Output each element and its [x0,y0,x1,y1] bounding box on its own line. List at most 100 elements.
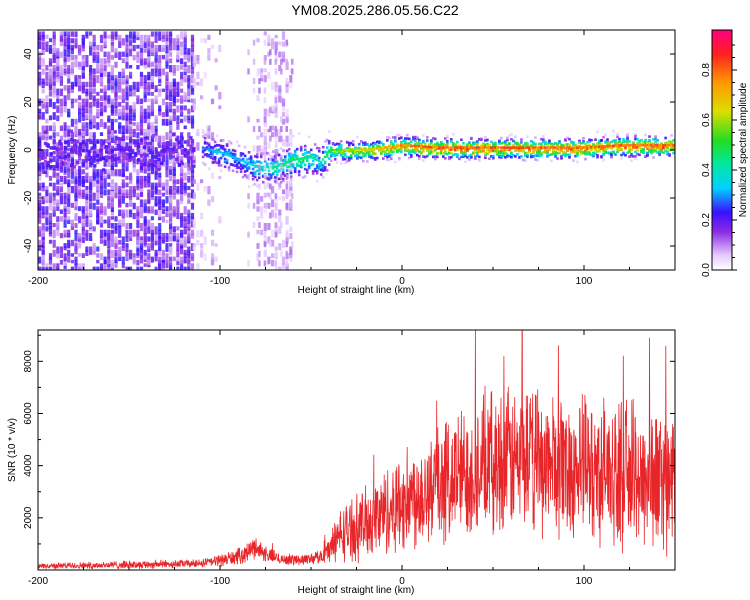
spectrogram-ridge-cell [299,162,303,165]
spectrogram-noise-cell [52,209,56,217]
spectrogram-ridge-cell [384,153,387,157]
spectrogram-ridge-cell [297,170,301,173]
spectrogram-noise-cell [150,41,154,48]
spectrogram-ridge-cell [512,154,515,157]
spectrogram-streak-cell [285,39,288,46]
colorbar-ticks: 0.00.20.40.60.8 [701,44,737,277]
spectrogram-streak-cell [291,68,294,75]
spectrogram-noise-cell [63,95,67,104]
spectrogram-noise-cell [52,199,56,206]
spectrogram-band-cell [84,142,88,147]
spectrogram-noise-cell [48,75,53,84]
spectrogram-noise-cell [150,31,154,37]
spectrogram-ridge-cell [628,140,631,143]
spectrogram-ridge-cell [564,151,567,155]
spectrogram-ridge-cell [374,157,377,160]
spectrogram-ridge-cell [305,158,309,161]
spectrogram-noise-cell [121,88,125,97]
spectrogram-band-cell [139,138,144,143]
spectrogram-noise-cell [48,219,53,224]
spectrogram-noise-cell [92,202,96,210]
spectrogram-ridge-cell [291,164,295,168]
spectrogram-noise-cell [81,219,85,227]
spectrogram-noise-cell [107,132,111,140]
spectrogram-ridge-core [317,159,321,162]
spectrogram-ridge-cell [582,136,585,140]
spectrogram-ridge-cell [329,147,333,150]
spectrogram-ridge-cell [622,138,625,141]
spectrogram-noise-cell [256,216,260,221]
spectrogram-noise-cell [154,34,158,43]
spectrogram-noise-cell [110,209,114,216]
spectrogram-ridge-cell [574,144,577,147]
spectrogram-ridge-core [666,144,669,147]
spectrogram-noise-cell [85,88,89,94]
spectrogram-noise-cell [52,44,56,53]
spectrogram-noise-cell [190,175,195,183]
spectrogram-ridge-cell [287,154,291,158]
spectrogram-streak-cell [280,164,283,171]
spectrogram-x-tick-label: 0 [399,276,405,287]
spectrogram-ridge-cell [335,161,339,164]
spectrogram-ridge-cell [532,141,535,144]
spectrogram-ridge-cell [508,134,511,137]
spectrogram-noise-cell [161,206,165,214]
spectrogram-ridge-cell [416,149,419,153]
spectrogram-ridge-cell [586,140,589,144]
spectrogram-noise-cell [169,81,173,90]
spectrogram-ridge-cell [267,177,271,181]
spectrogram-noise-cell [107,216,111,225]
spectrogram-noise-cell [154,31,158,36]
spectrogram-band-cell [186,155,190,160]
spectrogram-noise-cell [38,51,42,58]
spectrogram-ridge-cell [624,145,627,149]
spectrogram-noise-cell [41,229,45,237]
spectrogram-noise-cell [89,51,93,56]
spectrogram-noise-cell [271,38,275,47]
spectrogram-noise-cell [41,182,45,188]
spectrogram-streak-cell [291,193,294,200]
spectrogram-noise-cell [183,236,187,242]
spectrogram-noise-cell [136,243,140,248]
spectrogram-streak-cell [247,68,250,75]
spectrogram-ridge-core [293,158,297,161]
spectrogram-ridge-cell [287,157,291,161]
spectrogram-noise-cell [263,182,267,190]
spectrogram-streak-cell [258,260,261,267]
spectrogram-noise-cell [92,115,96,123]
snr-y-axis-label: SNR (10 * v/v) [7,418,18,482]
spectrogram-ridge-cell [640,147,643,151]
spectrogram-noise-cell [278,41,282,46]
spectrogram-ridge-cell [400,140,403,144]
spectrogram-ridge-cell [602,147,605,151]
spectrogram-noise-cell [63,243,67,248]
spectrogram-noise-cell [129,118,133,125]
spectrogram-ridge-core [470,146,473,149]
spectrogram-band-cell [110,149,114,153]
spectrogram-band-cell [134,151,138,156]
spectrogram-ridge-cell [670,134,673,137]
spectrogram-ridge-cell [658,153,661,156]
spectrogram-ridge-core [414,144,417,148]
spectrogram-ridge-cell [630,148,633,151]
spectrogram-noise-cell [165,118,169,126]
spectrogram-noise-cell [187,216,191,224]
spectrogram-noise-cell [52,249,56,257]
spectrogram-ridge-core [297,157,301,161]
spectrogram-ridge-cell [233,160,237,164]
spectrogram-noise-cell [150,44,154,53]
spectrogram-noise-cell [158,61,162,69]
spectrogram-ridge-cell [219,145,223,149]
spectrogram-noise-cell [172,209,176,217]
spectrogram-ridge-core [526,146,529,149]
spectrogram-ridge-cell [446,141,449,145]
spectrogram-ridge-core [440,146,443,149]
spectrogram-ridge-cell [468,158,471,161]
spectrogram-noise-cell [136,206,140,212]
spectrogram-ridge-cell [299,164,303,167]
spectrogram-ridge-core [412,144,415,148]
spectrogram-noise-cell [89,118,93,125]
spectrogram-ridge-cell [255,155,259,159]
spectrogram-noise-cell [139,206,144,215]
spectrogram-noise-cell [180,219,184,228]
